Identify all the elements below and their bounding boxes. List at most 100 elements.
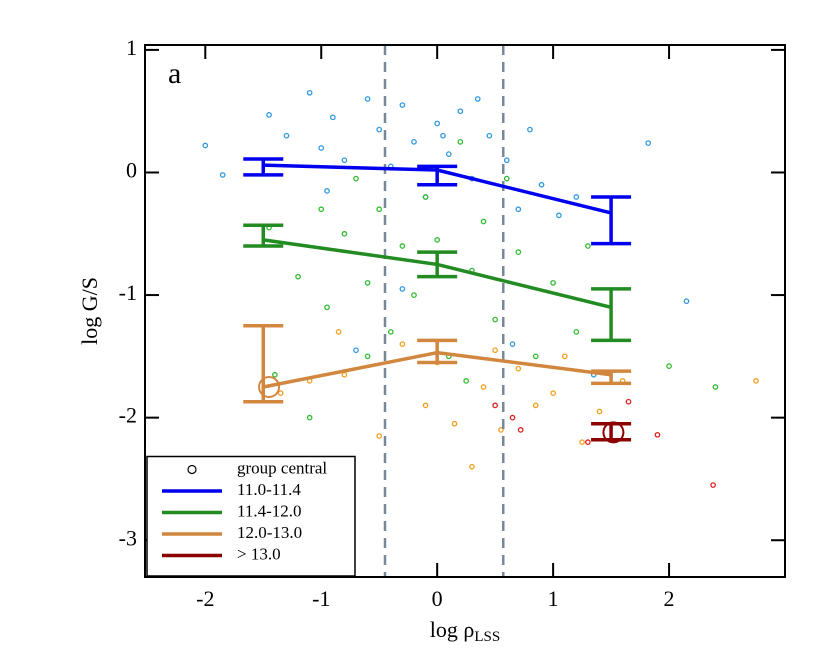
scatter-point (411, 138, 417, 145)
scatter-point (550, 279, 556, 286)
scatter-point (306, 414, 313, 421)
y-tick-label: 0 (126, 158, 137, 183)
scatter-point (434, 120, 441, 127)
error-bar (243, 323, 284, 404)
scatter-point (579, 439, 585, 446)
scatter-point (515, 249, 522, 256)
scatter-point (474, 96, 481, 102)
error-bar (591, 287, 632, 343)
scatter-point (295, 273, 301, 280)
scatter-point (445, 151, 452, 157)
legend-label: 11.0-11.4 (237, 480, 301, 499)
x-tick-label: -2 (196, 586, 214, 611)
error-bar (417, 250, 458, 279)
scatter-point (440, 132, 446, 139)
error-bar (417, 164, 458, 187)
scatter-point (399, 341, 406, 347)
scatter-point (202, 142, 209, 149)
scatter-point (376, 206, 383, 213)
x-label-main: log ρ (430, 617, 475, 642)
plot-frame (144, 44, 786, 578)
legend-marker (187, 464, 197, 475)
scatter-point (277, 390, 284, 396)
scatter-point (283, 132, 290, 139)
error-bar (243, 223, 284, 248)
scatter-point (515, 206, 522, 213)
y-tick-label: -3 (119, 525, 137, 550)
y-tick-label: 1 (126, 35, 137, 60)
x-tick-label: 0 (432, 586, 443, 611)
scatter-point (353, 175, 359, 182)
scatter-point (585, 439, 591, 446)
y-axis-label: log G/S (77, 277, 102, 345)
scatter-point (451, 420, 458, 427)
scatter-point (399, 286, 406, 292)
scatter-point (503, 157, 510, 164)
scatter-point (318, 206, 325, 213)
scatter-point (457, 138, 464, 145)
scatter-point (532, 402, 539, 409)
scatter-point (469, 463, 475, 470)
scatter-point (266, 112, 272, 118)
x-tick-label: 2 (664, 586, 675, 611)
error-bar (243, 157, 284, 177)
scatter-point (683, 298, 690, 305)
group-central-marker (258, 376, 281, 398)
x-label-sub: LSS (474, 629, 500, 645)
scatter-point (480, 384, 487, 390)
scatter-point (753, 378, 759, 384)
scatter-point (422, 194, 429, 200)
scatter-point (517, 427, 524, 433)
scatter-point (492, 347, 498, 354)
scatter-point (556, 212, 562, 219)
scatter-point (399, 102, 406, 108)
scatter-point (324, 304, 330, 311)
scatter-point (422, 402, 429, 409)
scatter-point (492, 316, 498, 323)
scatter-point (710, 482, 716, 488)
scatter-point (532, 353, 539, 360)
scatter-point (376, 126, 383, 133)
error-bar (591, 369, 632, 386)
scatter-point (573, 194, 580, 200)
scatter-point (550, 390, 556, 396)
legend-label: group central (237, 458, 327, 477)
scatter-point (645, 140, 652, 146)
scatter-point (306, 89, 313, 96)
scatter-point (573, 328, 580, 335)
scatter-point (318, 145, 325, 151)
scatter-point (480, 218, 487, 225)
scatter-point (503, 175, 510, 182)
legend-label: 11.4-12.0 (237, 501, 302, 520)
scatter-point (515, 365, 522, 372)
scatter-point (335, 328, 342, 335)
error-bar (417, 338, 458, 365)
scatter-point (457, 108, 464, 115)
scatter-point (329, 114, 336, 121)
scatter-point (538, 181, 545, 188)
x-axis-label: log ρLSS (430, 617, 500, 645)
scatter-point (498, 427, 504, 433)
legend-label: > 13.0 (237, 544, 281, 563)
scatter-point (324, 188, 330, 194)
scatter-point (585, 243, 591, 249)
group-central-marker (602, 421, 625, 444)
scatter-point (492, 402, 498, 409)
x-tick-label: 1 (548, 586, 559, 611)
scatter-point (486, 132, 493, 139)
panel-label: a (168, 57, 181, 90)
scatter-point (561, 353, 568, 360)
scatter-point (376, 433, 383, 439)
y-tick-label: -2 (119, 403, 137, 428)
scatter-point (341, 230, 348, 237)
scatter-point (353, 347, 359, 354)
error-bar (591, 422, 632, 442)
scatter-point (712, 384, 719, 390)
x-tick-label: -1 (312, 586, 330, 611)
scatter-point (434, 237, 441, 243)
scatter-point (527, 126, 533, 133)
scatter-point (364, 96, 371, 102)
scatter-point (341, 371, 348, 378)
scatter-point (341, 157, 348, 164)
